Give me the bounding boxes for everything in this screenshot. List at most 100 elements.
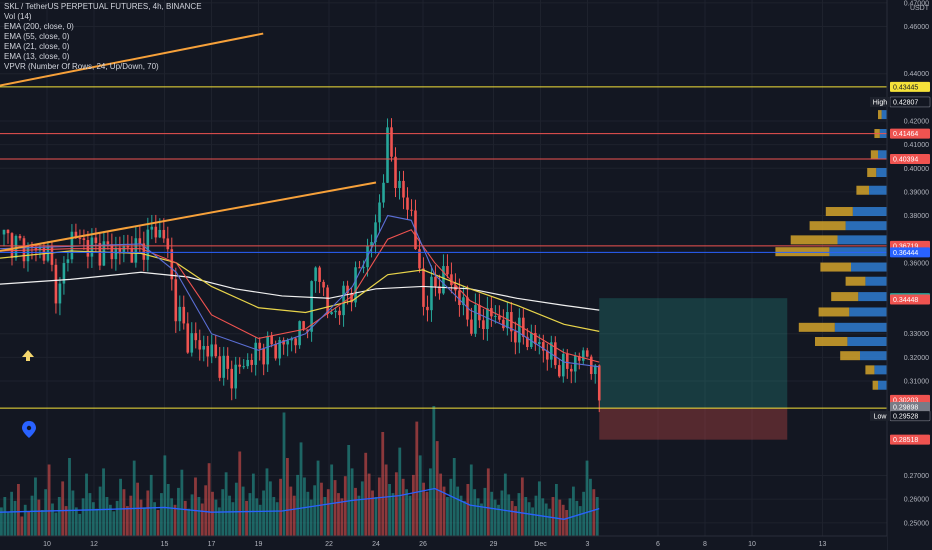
volume-bar <box>136 482 139 536</box>
indicator-ema13[interactable]: EMA (13, close, 0) <box>4 52 70 61</box>
volume-bar <box>251 473 255 536</box>
volume-bar <box>71 490 75 536</box>
volume-bar <box>503 473 507 536</box>
level-label-box <box>890 247 930 258</box>
indicator-ema55[interactable]: EMA (55, close, 0) <box>4 32 70 41</box>
candle-body <box>394 156 397 189</box>
candle-body <box>2 229 6 235</box>
candle-body <box>478 305 481 321</box>
volume-bar <box>394 472 398 536</box>
candle-body <box>26 245 30 262</box>
volume-bar <box>57 497 61 536</box>
volume-bar <box>572 486 575 536</box>
volume-bar <box>163 455 167 536</box>
volume-bar <box>463 500 466 536</box>
candle-body <box>550 342 553 360</box>
volume-bar <box>534 495 538 536</box>
candle-body <box>30 245 34 248</box>
volume-bar <box>408 495 412 536</box>
volume-bar <box>149 474 153 536</box>
candle-body <box>182 306 186 324</box>
price-tick-label: 0.46000 <box>904 24 929 31</box>
vpvr-bar-down <box>840 351 860 361</box>
volume-bar <box>245 500 248 536</box>
candle-body <box>326 287 329 315</box>
volume-bar <box>102 468 105 536</box>
volume-bar <box>446 497 449 536</box>
ema13-line <box>0 214 600 368</box>
candle-body <box>410 209 413 211</box>
volume-bar <box>490 491 494 536</box>
time-tick-label: 12 <box>90 541 98 548</box>
candle-body <box>334 310 337 313</box>
vpvr-bar-down <box>867 168 877 178</box>
ema55-line <box>0 250 600 332</box>
volume-bar <box>262 490 265 536</box>
volume-bar <box>347 445 351 536</box>
volume-bar <box>129 495 133 536</box>
tag-box <box>870 410 890 421</box>
candle-body <box>514 331 517 343</box>
volume-bar <box>37 499 41 536</box>
vpvr-bar-up <box>858 292 887 302</box>
volume-bar <box>565 510 569 536</box>
volume-bar <box>211 491 214 536</box>
candle-body <box>194 333 198 341</box>
candle-body <box>490 308 493 317</box>
volume-bar <box>105 497 109 536</box>
price-label-text: 0.29528 <box>893 413 918 420</box>
candle-body <box>434 276 437 287</box>
volume-bar <box>214 499 218 536</box>
volume-bar <box>309 499 313 536</box>
volume-bar <box>531 507 534 536</box>
time-tick-label: 17 <box>208 541 216 548</box>
position-profit-zone <box>599 298 788 409</box>
indicator-ema21[interactable]: EMA (21, close, 0) <box>4 42 70 51</box>
vpvr-bar-down <box>845 276 866 286</box>
candle-body <box>350 293 353 303</box>
candle-body <box>254 342 257 365</box>
level-label-box <box>890 81 930 92</box>
candle-body <box>362 267 365 269</box>
candle-body <box>126 246 130 248</box>
volume-bar <box>51 503 54 536</box>
candle-body <box>90 237 94 257</box>
candle-body <box>418 249 421 269</box>
indicator-volume[interactable]: Vol (14) <box>4 12 32 21</box>
time-tick-label: 8 <box>703 541 707 548</box>
symbol-title[interactable]: SKL / TetherUS PERPETUAL FUTURES, 4h, BI… <box>4 2 202 11</box>
volume-histogram <box>0 406 599 536</box>
price-tick-label: 0.32000 <box>904 355 929 362</box>
volume-bar <box>98 486 102 536</box>
level-label-box <box>890 153 930 164</box>
vpvr-bar-up <box>881 110 887 120</box>
volume-bar <box>95 508 99 536</box>
level-label-text: 0.40394 <box>893 156 918 163</box>
volume-bar <box>337 493 340 536</box>
indicator-ema200[interactable]: EMA (200, close, 0) <box>4 22 74 31</box>
price-tick-label: 0.26000 <box>904 497 929 504</box>
candle-body <box>206 346 210 357</box>
price-label-text: 0.30203 <box>893 397 918 404</box>
volume-bar <box>432 406 436 536</box>
candle-body <box>558 365 561 377</box>
price-tick-label: 0.25000 <box>904 520 929 527</box>
candle-body <box>142 243 146 260</box>
volume-bar <box>554 484 558 536</box>
vpvr-bar-down <box>809 221 846 231</box>
price-tick-label: 0.42000 <box>904 119 929 126</box>
candle-body <box>246 359 249 367</box>
candle-body <box>50 246 54 265</box>
volume-bar <box>439 473 443 536</box>
candle-body <box>78 237 82 239</box>
volume-bar <box>524 497 528 536</box>
volume-bar <box>200 503 204 536</box>
candle-body <box>398 180 401 189</box>
volume-bar <box>388 484 391 536</box>
indicator-vpvr[interactable]: VPVR (Number Of Rows, 24, Up/Down, 70) <box>4 62 159 71</box>
vpvr-bar-up <box>860 351 887 361</box>
candle-body <box>390 127 393 157</box>
candle-body <box>378 202 381 223</box>
